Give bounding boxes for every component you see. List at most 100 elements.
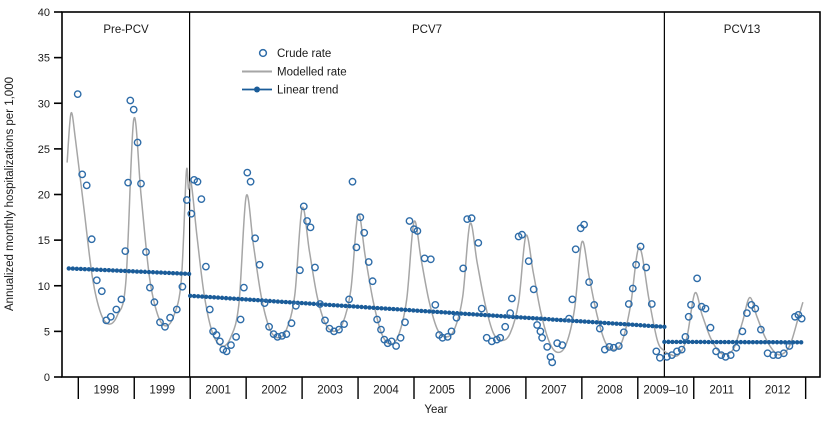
linear-trend-dot — [638, 323, 643, 328]
linear-trend-dot — [98, 267, 104, 273]
crude-rate-point — [356, 213, 365, 222]
crude-rate-point — [287, 319, 296, 328]
linear-trend-dot — [383, 306, 388, 311]
x-tick-label: 2001 — [205, 385, 231, 397]
linear-trend-dot — [746, 339, 752, 345]
linear-trend-dot — [106, 268, 112, 273]
linear-trend-dot — [698, 339, 703, 345]
x-tick-label: 2012 — [765, 385, 791, 397]
linear-trend-dot — [574, 318, 579, 324]
crude-rate-point — [447, 327, 456, 336]
linear-trend-dot — [275, 299, 281, 304]
linear-trend-dot — [522, 315, 528, 320]
crude-rate-point — [239, 283, 248, 292]
y-tick-label: 30 — [38, 98, 50, 110]
linear-trend-dot — [450, 310, 456, 316]
period-label-pcv13: PCV13 — [724, 24, 760, 36]
linear-trend-dot — [403, 307, 408, 313]
crude-rate-point — [129, 105, 138, 114]
legend-trend-dot-icon — [254, 86, 260, 93]
crude-rate-point — [124, 178, 133, 187]
period-label-pcv7: PCV7 — [412, 24, 442, 36]
linear-trend-dot — [126, 268, 132, 274]
linear-trend-dot — [279, 299, 285, 304]
crude-rate-point — [193, 177, 202, 186]
crude-rate-point — [396, 333, 405, 342]
legend-crude-marker-icon — [258, 48, 268, 58]
linear-trend-dot — [618, 321, 623, 327]
linear-trend-dot — [646, 323, 651, 328]
linear-trend-dot — [399, 307, 404, 312]
crude-rate-point — [166, 313, 175, 322]
x-tick-label: 2006 — [485, 385, 511, 397]
crude-rate-point — [405, 217, 414, 225]
linear-trend-dot — [750, 339, 756, 345]
linear-trend-dot — [686, 339, 691, 345]
x-tick-label: 1998 — [93, 385, 119, 397]
crude-rate-point — [477, 304, 486, 313]
crude-rate-point — [368, 277, 377, 286]
crude-rate-point — [636, 242, 645, 251]
crude-rate-point — [321, 316, 329, 325]
linear-trend-dot — [754, 339, 760, 345]
linear-trend-dot — [478, 312, 484, 318]
linear-trend-dot — [138, 269, 144, 274]
linear-trend-dot — [526, 315, 532, 321]
legend-modelled-label: Modelled rate — [277, 67, 347, 79]
crude-rate-point — [161, 322, 169, 331]
crude-rate-point — [712, 347, 720, 356]
linear-trend-dot — [82, 266, 88, 272]
crude-rate-point — [779, 349, 788, 358]
linear-trend-dot — [730, 339, 735, 345]
crude-rate-point — [590, 300, 599, 309]
crude-rate-point — [340, 320, 348, 328]
linear-trend-dot — [431, 309, 436, 314]
crude-rate-point — [291, 301, 300, 310]
legend-trend-label: Linear trend — [277, 85, 338, 97]
linear-trend-dot — [391, 306, 396, 312]
linear-trend-dot — [307, 301, 312, 306]
linear-trend-dot — [550, 317, 556, 322]
linear-trend-dot — [694, 339, 699, 345]
crude-rate-point — [243, 168, 252, 177]
linear-trend-dot — [86, 267, 92, 272]
crude-rate-point — [751, 304, 760, 313]
crude-rate-point — [757, 325, 765, 334]
linear-trend-dot — [642, 323, 647, 328]
linear-trend-dot — [626, 322, 631, 327]
linear-trend-dot — [447, 310, 452, 315]
linear-trend-dot — [443, 310, 448, 315]
linear-trend-dot — [66, 266, 71, 271]
crude-rate-point — [684, 312, 693, 321]
linear-trend-dot — [726, 339, 731, 345]
x-tick-label: 2009–10 — [643, 385, 688, 397]
linear-trend-dot — [335, 303, 340, 308]
crude-rate-point — [345, 295, 353, 304]
linear-trend-dot — [70, 266, 75, 271]
linear-trend-dot — [598, 320, 603, 325]
crude-rate-point — [377, 325, 385, 334]
linear-trend-dot — [395, 307, 400, 312]
crude-rate-point — [507, 294, 516, 303]
crude-rate-point — [632, 260, 640, 269]
crude-rate-point — [205, 305, 214, 314]
crude-rate-point — [121, 247, 130, 256]
linear-trend-dot — [546, 317, 552, 322]
linear-trend-dot — [170, 270, 176, 276]
linear-trend-dot — [219, 295, 225, 301]
crude-rate-point — [565, 314, 573, 323]
linear-trend-dot — [271, 299, 277, 304]
crude-rate-point — [112, 305, 121, 314]
linear-trend-dot — [94, 267, 100, 272]
crude-rate-point — [677, 345, 686, 354]
crude-rate-point — [352, 243, 361, 252]
linear-trend-dot — [199, 294, 205, 299]
linear-trend-dot — [614, 321, 619, 326]
crude-rate-point — [585, 278, 593, 286]
linear-trend-dot — [498, 313, 504, 319]
linear-trend-dot — [534, 316, 540, 321]
linear-trend-dot — [778, 340, 784, 345]
linear-trend-dot — [363, 305, 368, 310]
crude-rate-point — [330, 327, 338, 336]
